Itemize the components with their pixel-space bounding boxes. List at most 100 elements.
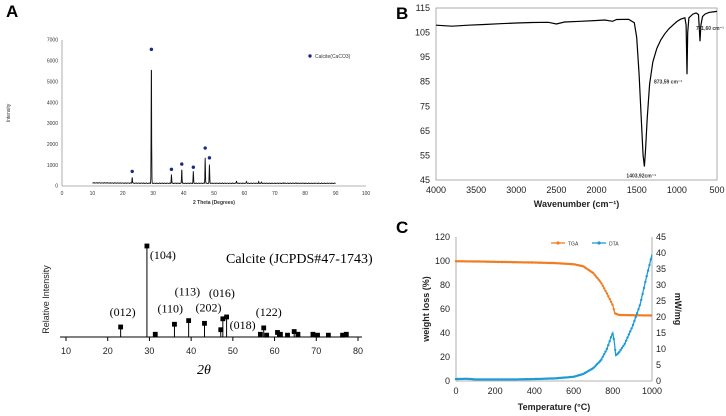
xrd-chart: A 0 1000 2000 3000 4000 5000 6000 7000 0 10 20 30 40… <box>6 2 370 206</box>
dta-point <box>604 350 607 353</box>
reference-stick-marker <box>152 331 158 337</box>
y-axis-label: Relative Intensity <box>41 265 51 334</box>
dta-point <box>641 292 644 296</box>
dta-point <box>611 332 614 336</box>
y-tick-label: 3000 <box>47 121 58 127</box>
miller-index-label: (113) <box>175 285 201 299</box>
legend-label-dta: DTA <box>609 242 619 248</box>
x-tick-label: 500 <box>709 185 724 195</box>
reference-stick-marker <box>220 316 226 322</box>
tga-point <box>600 282 603 285</box>
xrd-pattern-line <box>92 69 336 185</box>
dta-point <box>635 312 639 315</box>
tga-point <box>596 276 599 280</box>
y-tick-label-right: 0 <box>656 376 661 386</box>
reference-stick-marker <box>144 243 150 249</box>
y-tick-label-left: 60 <box>440 304 450 314</box>
miller-index-label: (122) <box>256 305 282 319</box>
y-tick-label: 105 <box>415 28 430 38</box>
dta-point <box>642 286 646 290</box>
y-tick-label: 45 <box>420 175 430 185</box>
y-tick-label-right: 5 <box>656 360 661 370</box>
y-tick-label-right: 15 <box>656 328 666 338</box>
tga-point <box>604 289 607 293</box>
y-tick-label-right: 30 <box>656 280 666 290</box>
x-tick-label: 80 <box>302 191 308 197</box>
tga-point <box>607 295 610 298</box>
legend-marker-dta <box>597 241 601 245</box>
reference-stick-marker <box>310 331 316 337</box>
y-tick-label: 75 <box>420 101 430 111</box>
peak-annotation: 873,59 cm⁻¹ <box>654 79 683 85</box>
x-tick-label: 40 <box>186 346 196 356</box>
dta-point <box>646 269 650 272</box>
y-tick-label: 6000 <box>47 59 58 65</box>
reference-stick-marker <box>172 321 177 327</box>
calcite-peak-marker <box>191 165 196 169</box>
dta-point <box>598 360 602 363</box>
tga-point <box>593 273 596 276</box>
x-tick-label: 3500 <box>466 185 486 195</box>
y-tick-label: 85 <box>420 77 430 87</box>
x-tick-label: 50 <box>228 346 238 356</box>
dta-point <box>609 336 613 339</box>
dta-point <box>624 339 628 342</box>
x-tick-label: 0 <box>61 191 64 197</box>
y-tick-label-right: 20 <box>656 312 666 322</box>
y-tick-label-right: 35 <box>656 264 666 274</box>
y-axis-label: Intensity <box>6 103 12 122</box>
dta-point <box>620 346 624 350</box>
reference-title: Calcite (JCPDS#47-1743) <box>226 252 373 267</box>
dta-point <box>614 348 617 352</box>
dta-point <box>626 336 629 339</box>
x-tick-label: 30 <box>150 191 156 197</box>
reference-stick-marker <box>315 332 320 338</box>
x-tick-label: 2000 <box>587 185 607 195</box>
dta-point <box>608 340 611 343</box>
x-tick-label: 30 <box>144 346 154 356</box>
x-axis-label: Wavenumber (cm⁻¹) <box>534 199 619 209</box>
ftir-spectrum-line <box>435 10 718 167</box>
dta-point <box>618 350 621 354</box>
calcite-peak-marker <box>180 162 184 166</box>
x-tick-label: 1500 <box>627 185 647 195</box>
y-tick-label: 0 <box>55 184 58 190</box>
reference-stick-marker <box>264 332 270 338</box>
ftir-chart: B 45 55 65 75 85 95 105 115 4000 3500 3000 2500 2000… <box>396 3 725 209</box>
dta-point <box>633 319 636 323</box>
dta-point <box>600 358 603 361</box>
tga-point <box>605 292 609 295</box>
dta-curve <box>455 254 653 381</box>
y-axis-label-right: mW/mg <box>673 293 683 326</box>
dta-point <box>631 323 635 327</box>
x-tick-label: 4000 <box>426 185 446 195</box>
miller-index-label: (104) <box>150 248 176 262</box>
tga-point <box>597 278 600 281</box>
reference-stick-marker <box>118 324 124 330</box>
x-tick-label: 3000 <box>506 185 526 195</box>
miller-index-label: (012) <box>110 305 136 319</box>
reference-stick-marker <box>224 314 229 320</box>
y-tick-label: 95 <box>420 52 430 62</box>
y-tick-label-right: 45 <box>656 232 666 242</box>
dta-point <box>629 330 632 333</box>
legend-label-calcite: Calcite(CaCO3) <box>315 54 351 60</box>
x-tick-label: 40 <box>181 191 187 197</box>
reference-stick-marker <box>257 331 263 337</box>
dta-point <box>638 304 641 307</box>
y-tick-label-left: 20 <box>440 352 450 362</box>
y-tick-label: 1000 <box>47 163 58 169</box>
y-tick-label: 2000 <box>47 142 58 148</box>
y-tick-label: 7000 <box>47 38 58 44</box>
dta-point <box>637 308 640 311</box>
dta-point <box>616 352 620 355</box>
x-tick-label: 70 <box>311 346 321 356</box>
dta-point <box>627 333 631 336</box>
dta-point <box>623 342 626 345</box>
x-tick-label: 1000 <box>667 185 687 195</box>
x-tick-label: 800 <box>605 386 620 396</box>
legend-label-tga: TGA <box>568 242 579 248</box>
legend-marker-tga <box>556 241 560 245</box>
x-tick-label: 400 <box>527 386 542 396</box>
calcite-peak-marker <box>207 156 212 160</box>
